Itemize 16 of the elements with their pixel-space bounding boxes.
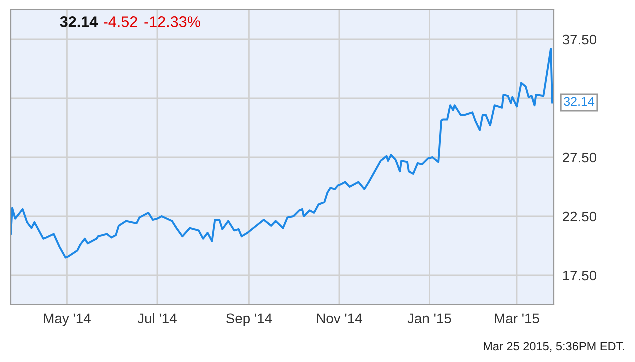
x-tick-label: Jan '15 bbox=[408, 314, 452, 324]
y-tick-label: 37.50 bbox=[562, 34, 597, 45]
annotation: 32.14 bbox=[60, 16, 98, 28]
text: Mar 25 2015, 5:36PM EDT. bbox=[484, 342, 624, 352]
x-tick-label: Sep '14 bbox=[226, 314, 272, 326]
annotation: 32.14 bbox=[564, 97, 595, 106]
x-tick-label: Nov '14 bbox=[317, 314, 362, 324]
annotation: -4.52 bbox=[104, 16, 138, 28]
x-tick-label: Jul '14 bbox=[138, 313, 177, 324]
y-tick-label: 27.50 bbox=[563, 152, 597, 163]
x-tick-label: Mar '15 bbox=[495, 314, 540, 324]
x-tick-label: May '14 bbox=[44, 314, 91, 326]
y-tick-label: 22.50 bbox=[563, 212, 597, 222]
y-tick-label: 17.50 bbox=[563, 270, 597, 281]
annotation: -12.33% bbox=[144, 16, 200, 28]
line-series bbox=[11, 48, 554, 259]
